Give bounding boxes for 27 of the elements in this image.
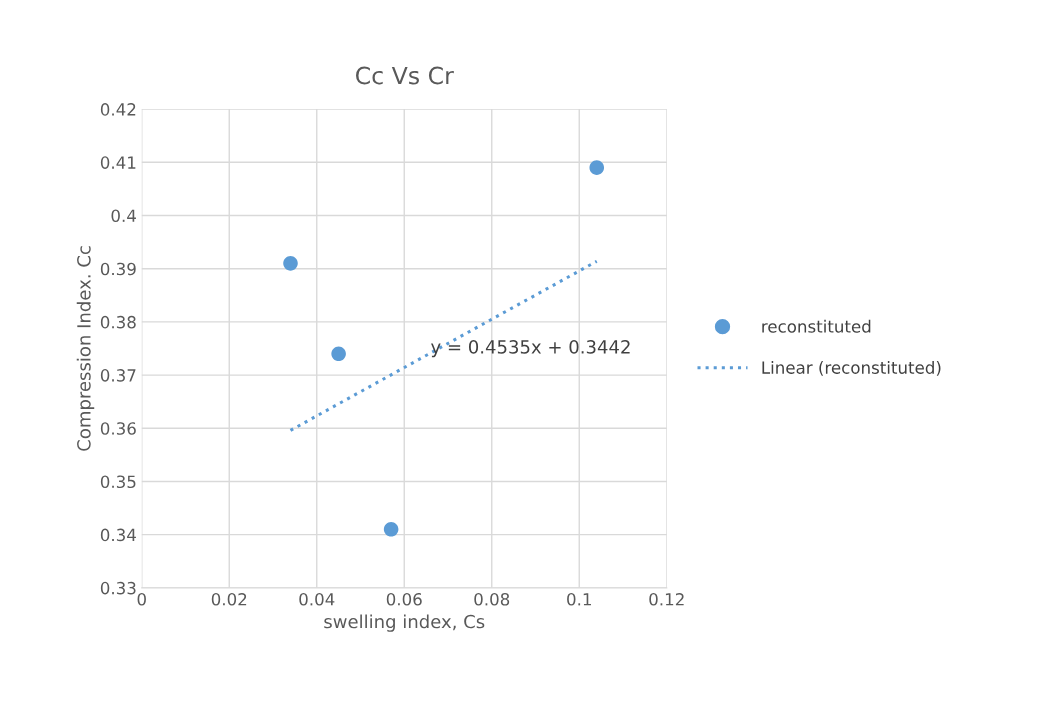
y-axis-title: Compression Index. Cc (76, 246, 95, 451)
chart-title: Cc Vs Cr (356, 66, 454, 85)
y-tick-label: 0.35 (100, 475, 136, 489)
x-tick-label: 0.12 (649, 593, 684, 606)
x-tick-label: 0.02 (211, 593, 247, 606)
x-axis-title: swelling index, Cs (324, 614, 485, 632)
annotation: y = 0.4535x + 0.3442 (431, 340, 630, 358)
point (383, 522, 399, 537)
y-tick-label: 0.33 (100, 581, 136, 595)
y-tick-label: 0.34 (100, 528, 136, 542)
point (589, 160, 605, 175)
x-tick-label: 0 (137, 593, 146, 606)
x-tick-label: 0.04 (299, 593, 335, 606)
y-tick-label: 0.37 (100, 369, 136, 382)
y-tick-label: 0.42 (100, 103, 136, 116)
point (331, 346, 346, 362)
x-tick-label: 0.06 (386, 593, 422, 606)
y-tick-label: 0.36 (100, 422, 136, 435)
y-tick-label: 0.38 (100, 315, 136, 329)
point (283, 256, 298, 271)
y-tick-label: 0.4 (111, 209, 136, 223)
y-tick-label: 0.39 (100, 262, 136, 276)
y-tick-label: 0.41 (100, 156, 136, 169)
legend-label: Linear (reconstituted) (762, 360, 941, 376)
x-tick-label: 0.1 (567, 593, 591, 606)
legend-label: reconstituted (762, 319, 871, 333)
x-tick-label: 0.08 (474, 593, 510, 606)
